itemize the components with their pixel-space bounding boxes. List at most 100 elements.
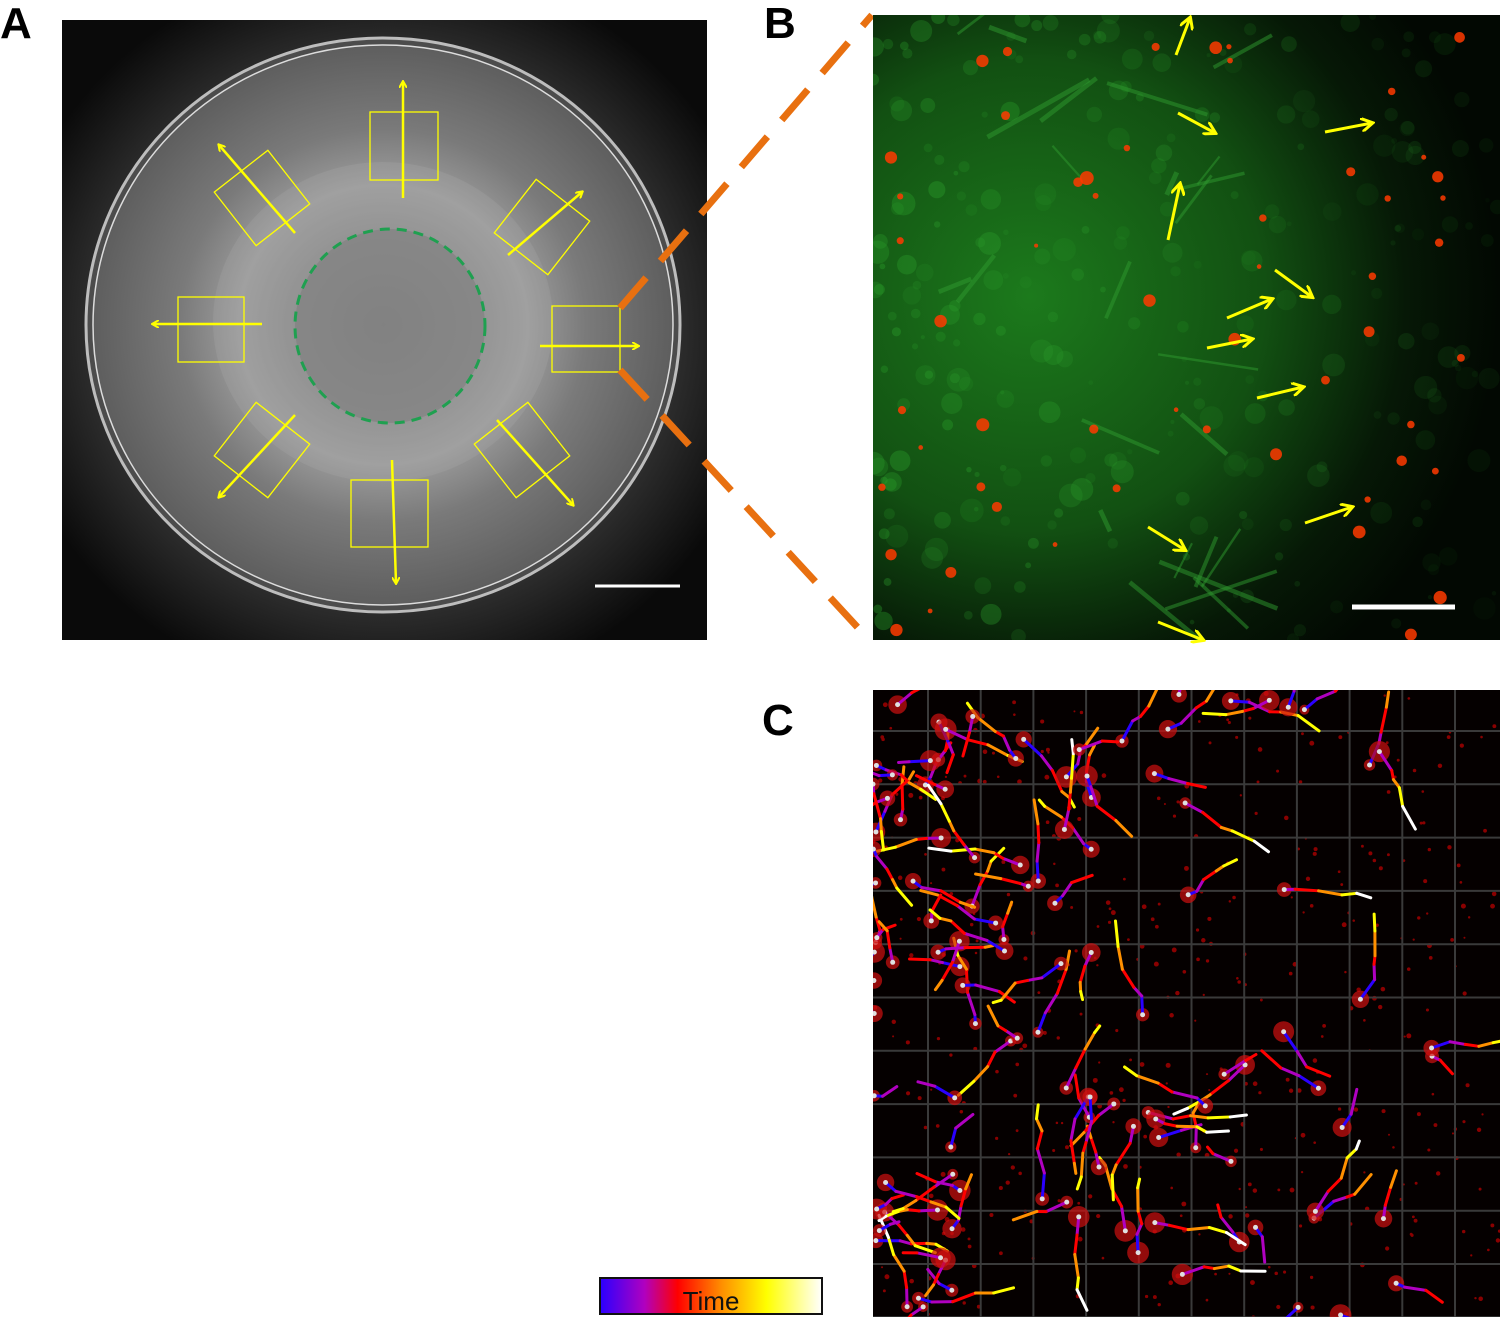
track-point [1017,862,1023,868]
track-segment [1349,1087,1359,1116]
cell [884,151,898,164]
track-segment [1088,1095,1094,1123]
track-segment [1202,869,1218,882]
track-segment [951,1291,977,1304]
track-segment [1069,1139,1076,1165]
track-segment [1332,1195,1349,1203]
track-segment [1035,1147,1046,1175]
track-segment [1302,697,1319,712]
track-segment [1135,1074,1160,1085]
track-segment [1354,1139,1361,1151]
track-segment [986,859,993,873]
track-segment [1172,1106,1190,1116]
track-segment [1064,1066,1078,1090]
track-segment [873,978,876,983]
track-segment [941,674,953,686]
track-point [972,1021,978,1027]
cell [1440,195,1446,201]
track-segment [1114,1141,1132,1167]
track-segment [945,753,955,775]
track-segment [959,1187,968,1208]
cell [1173,407,1179,412]
track-segment [976,716,997,733]
track-point [1035,878,1041,884]
track-segment [915,1172,937,1184]
track-point [949,1226,955,1232]
track-segment [901,1198,918,1211]
track-point [1076,1214,1082,1220]
track-segment [919,787,938,801]
track-segment [944,727,970,742]
track-segment [1157,1128,1183,1140]
track-segment [1219,825,1234,833]
track-segment [986,743,1010,758]
track-segment [931,1272,940,1287]
track-point [910,878,916,884]
track-segment [997,990,1016,1004]
track-segment [940,960,954,982]
track-segment [920,686,941,689]
cell [885,549,897,561]
track-point [938,1255,944,1261]
arrow-icon [1177,111,1215,133]
track-point [1087,1094,1093,1100]
track-point [1014,1035,1020,1041]
track-segment [926,783,943,806]
roi-box [493,178,591,276]
track-segment [1340,891,1359,897]
inner-dashed-boundary [293,227,487,425]
track-segment [1353,1173,1373,1196]
cell [890,623,903,637]
track-segment [1219,1215,1235,1234]
track-segment [907,759,932,764]
track-segment [834,820,851,836]
track-point [873,1011,877,1017]
track-segment [1170,1090,1199,1100]
track-segment [1043,804,1063,819]
cell [1364,496,1371,503]
track-point [1064,1199,1070,1205]
track-point [935,1207,941,1213]
arrow-icon [1166,184,1180,241]
cell [1421,154,1427,160]
track-segment [1147,690,1159,708]
track-segment [956,953,968,971]
track-point [873,978,877,984]
track-point [972,855,978,861]
track-segment [897,1223,909,1237]
track-point [1061,826,1067,832]
track-segment [1355,891,1373,900]
track-segment [1081,1141,1088,1155]
track-point [890,959,896,965]
track-point [1088,950,1094,956]
track-segment [1072,1161,1078,1175]
arrow-icon [390,459,396,583]
track-segment [1340,1112,1353,1129]
track-point [920,1304,926,1310]
track-segment [972,1065,990,1083]
cell [1209,41,1223,55]
track-segment [999,981,1017,1002]
track-point [922,782,928,788]
track-segment [899,773,911,785]
track-segment [967,715,975,735]
track-segment [1189,1114,1210,1120]
track-point [1140,1012,1146,1018]
track-segment [1136,1209,1144,1226]
track-segment [1163,1122,1179,1128]
track-segment [1339,1156,1349,1180]
cell [878,483,886,491]
track-point [1367,762,1373,768]
track-point [957,964,963,970]
track-segment [1195,878,1206,893]
track-segment [1222,1059,1248,1076]
track-segment [1171,1114,1193,1121]
time-colorbar: Time [599,1277,823,1316]
cell [1346,167,1356,177]
track-segment [1116,944,1124,971]
panel-b-arrows [1147,18,1372,640]
track-segment [949,919,966,935]
track-segment [1296,714,1321,733]
track-segment [1313,1189,1330,1213]
track-segment [1180,1265,1206,1276]
